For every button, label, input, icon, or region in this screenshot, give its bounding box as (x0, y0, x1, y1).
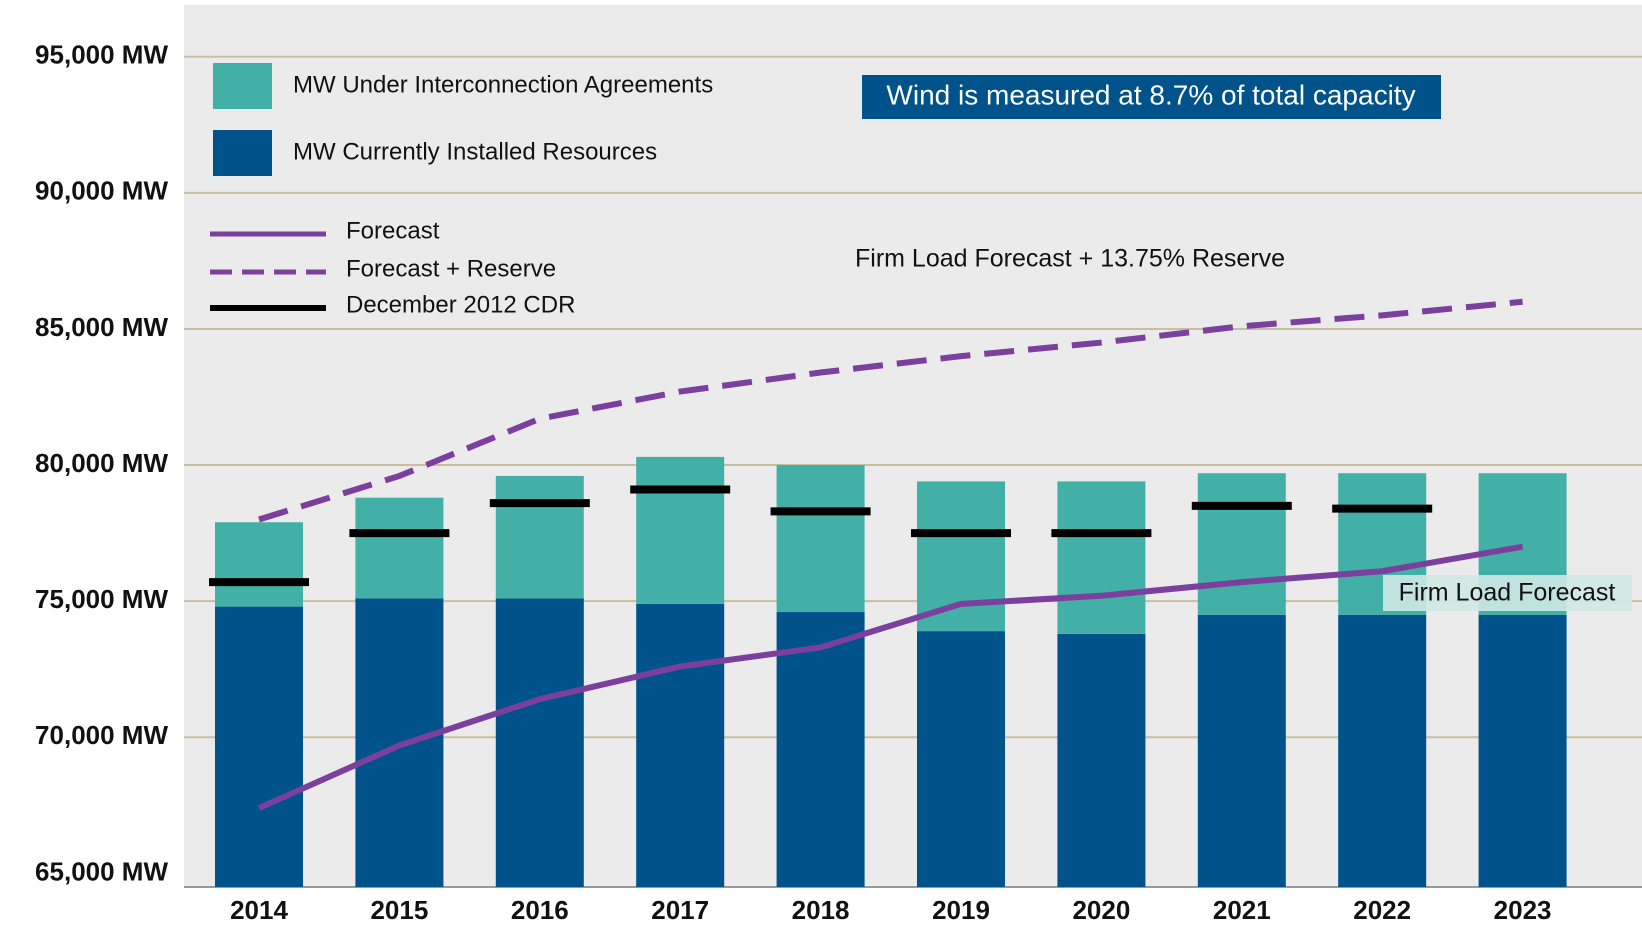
line (257, 543, 1524, 811)
x-tick-label: 2020 (1072, 895, 1130, 925)
legend-label: MW Currently Installed Resources (293, 138, 657, 165)
x-tick-label: 2018 (792, 895, 850, 925)
bar (636, 603, 725, 887)
bar-segment (636, 456, 725, 604)
line (258, 298, 1523, 523)
x-tick-label: 2023 (1494, 895, 1552, 925)
bar-segment (1057, 481, 1146, 634)
y-tick-label: 65,000 MW (35, 856, 168, 886)
x-tick-label: 2019 (932, 895, 990, 925)
bar-segment (1197, 473, 1286, 615)
bar (1478, 614, 1567, 887)
x-tick-label: 2014 (230, 895, 288, 925)
bar (215, 606, 303, 887)
bar (1197, 614, 1286, 887)
annotation: Firm Load Forecast + 13.75% Reserve (855, 245, 1285, 273)
legend-swatch (213, 63, 272, 109)
y-tick-label: 80,000 MW (35, 448, 168, 478)
y-tick-label: 85,000 MW (35, 312, 168, 342)
annotation-box (1383, 575, 1632, 611)
annotation: Firm Load Forecast (1399, 579, 1616, 607)
bar (1057, 633, 1146, 887)
x-tick-label: 2021 (1213, 895, 1271, 925)
x-tick-label: 2017 (651, 895, 709, 925)
legend-label: MW Under Interconnection Agreements (293, 71, 713, 98)
x-tick-label: 2015 (370, 895, 428, 925)
annotation-box (862, 75, 1441, 119)
y-tick-label: 90,000 MW (35, 176, 168, 206)
bar (776, 612, 865, 887)
bar-segment (495, 475, 584, 599)
bar (917, 631, 1005, 887)
x-tick-label: 2022 (1353, 895, 1411, 925)
y-tick-label: 75,000 MW (35, 584, 168, 614)
bar (1338, 614, 1427, 887)
y-tick-label: 70,000 MW (35, 720, 168, 750)
x-tick-label: 2016 (511, 895, 569, 925)
bar-segment (776, 465, 865, 613)
y-tick-label: 95,000 MW (35, 40, 168, 70)
bar (495, 598, 584, 887)
annotation: Wind is measured at 8.7% of total capaci… (886, 79, 1415, 110)
legend-label: Forecast (346, 217, 440, 244)
legend-label: December 2012 CDR (346, 291, 575, 318)
bar-segment (215, 522, 303, 607)
bar-segment (355, 497, 444, 599)
legend-label: Forecast + Reserve (346, 255, 556, 282)
bar-segment (917, 481, 1005, 632)
legend-swatch (213, 130, 272, 176)
